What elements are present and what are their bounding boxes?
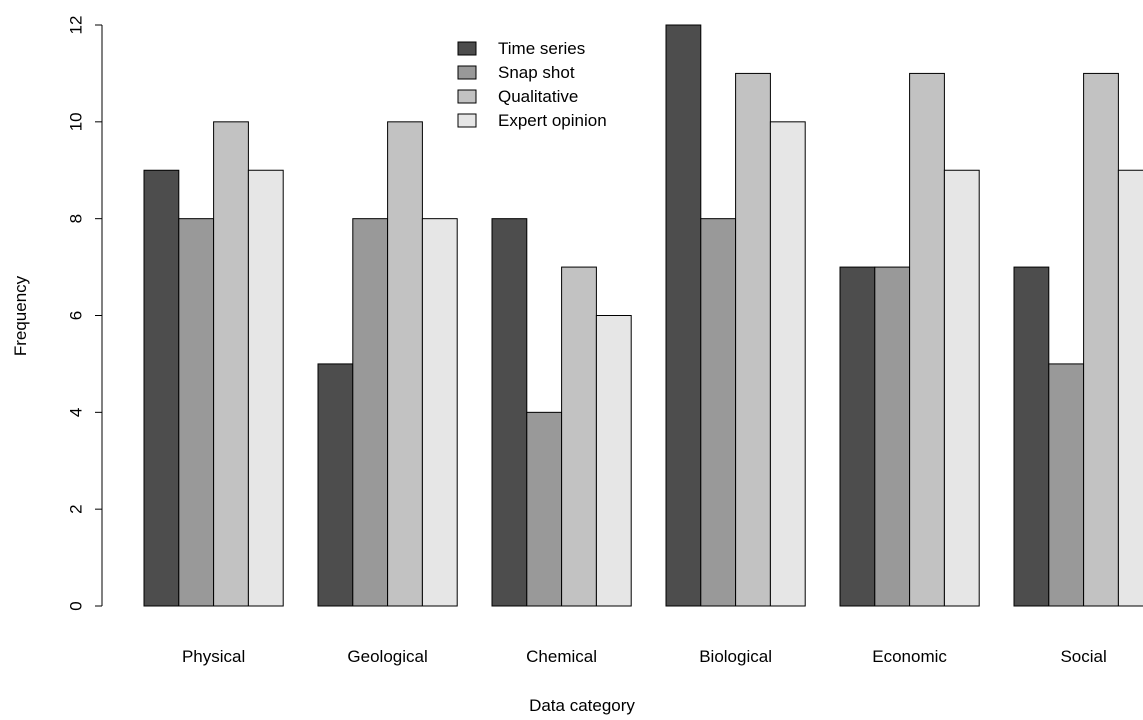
legend-swatch (457, 89, 477, 104)
bar-physical-time-series (143, 169, 180, 607)
legend-label: Expert opinion (498, 111, 607, 130)
bar-chemical-snap-shot (526, 411, 563, 607)
x-axis-label: Data category (529, 696, 635, 715)
bar-chemical-time-series (491, 218, 528, 607)
y-axis: 0 2 4 6 8 10 12 (66, 16, 103, 611)
bar-economic-expert-opinion (943, 169, 980, 607)
bar-social-qualitative (1083, 72, 1119, 607)
legend: Time series Snap shot Qualitative Expert op… (457, 39, 607, 130)
bar-geological-time-series (317, 363, 354, 607)
bars (143, 24, 1143, 607)
bar-biological-qualitative (735, 72, 771, 607)
legend-label: Qualitative (498, 87, 578, 106)
bar-economic-qualitative (909, 72, 945, 607)
y-tick-label: 10 (66, 112, 85, 131)
bar-chemical-qualitative (561, 266, 597, 607)
legend-swatch (457, 65, 477, 80)
bar-geological-expert-opinion (421, 218, 458, 607)
y-tick-label: 6 (66, 311, 85, 320)
legend-label: Time series (498, 39, 585, 58)
bar-economic-time-series (839, 266, 876, 607)
x-tick-label: Social (1060, 647, 1106, 666)
x-tick-label: Physical (182, 647, 245, 666)
legend-label: Snap shot (498, 63, 575, 82)
bar-economic-snap-shot (874, 266, 911, 607)
y-tick-label: 4 (66, 408, 85, 417)
y-tick-label: 12 (66, 16, 85, 35)
x-tick-labels: Physical Geological Chemical Biological Econ… (182, 647, 1107, 666)
bar-physical-qualitative (213, 121, 249, 607)
bar-geological-qualitative (387, 121, 423, 607)
y-tick-label: 2 (66, 504, 85, 513)
legend-swatch (457, 113, 477, 128)
legend-swatch (457, 41, 477, 56)
bar-geological-snap-shot (352, 218, 389, 607)
x-tick-label: Biological (699, 647, 772, 666)
bar-physical-snap-shot (178, 218, 215, 607)
x-tick-label: Economic (872, 647, 947, 666)
bar-physical-expert-opinion (247, 169, 284, 607)
x-tick-label: Geological (347, 647, 427, 666)
bar-biological-snap-shot (700, 218, 737, 607)
bar-biological-expert-opinion (769, 121, 806, 607)
x-tick-label: Chemical (526, 647, 597, 666)
y-tick-label: 0 (66, 601, 85, 610)
y-tick-label: 8 (66, 214, 85, 223)
bar-biological-time-series (665, 24, 702, 607)
bar-social-snap-shot (1048, 363, 1085, 607)
y-axis-label: Frequency (11, 275, 30, 356)
bar-social-expert-opinion (1117, 169, 1143, 607)
bar-chemical-expert-opinion (595, 315, 632, 607)
bar-social-time-series (1013, 266, 1050, 607)
